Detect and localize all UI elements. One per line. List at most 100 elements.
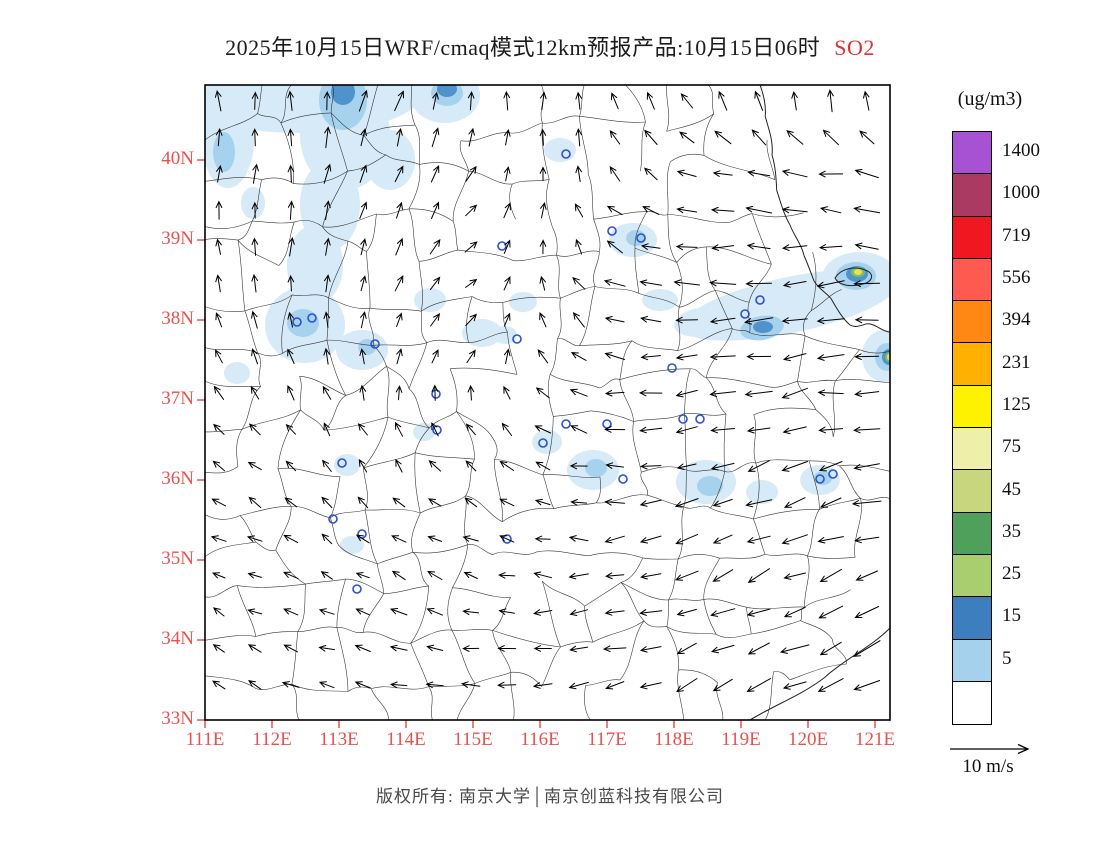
wind-arrow [854,353,880,360]
wind-arrow [854,606,880,618]
so2-patch [224,362,250,384]
wind-arrow [818,605,844,619]
wind-arrow [535,461,551,471]
wind-arrow [709,279,737,287]
wind-reference-arrow [950,743,1030,755]
wind-arrow [462,608,480,616]
colorbar-cell [953,216,991,259]
colorbar-cell [953,258,991,302]
wind-arrow [640,353,661,361]
lon-label: 113E [319,729,359,750]
wind-arrow [429,276,441,291]
wind-arrow [569,388,588,397]
colorbar-label: 556 [1002,267,1031,289]
wind-arrow [854,536,880,544]
wind-arrow [287,384,295,401]
wind-arrow [464,497,478,508]
wind-arrow [786,130,804,145]
wind-arrow [533,645,552,652]
wind-arrow [396,312,403,327]
wind-arrow [389,644,408,652]
wind-arrow [570,425,588,434]
wind-arrow [465,313,477,326]
wind-arrow [817,678,844,692]
wind-arrow [430,313,441,327]
wind-arrow [287,164,295,183]
wind-arrow [281,681,300,688]
map-frame [204,84,891,721]
colorbar-label: 1400 [1002,140,1040,162]
wind-arrow [537,349,549,364]
wind-arrow [320,571,333,580]
wind-arrow [283,608,299,616]
wind-arrow [533,571,553,579]
wind-arrow [570,499,588,506]
wind-arrow [354,681,371,689]
wind-arrow [674,570,699,581]
wind-arrow [465,204,478,217]
city-marker [678,414,688,424]
wind-arrow [251,310,258,329]
title-species: SO2 [834,35,875,60]
wind-arrow [212,607,225,617]
wind-arrow [569,462,588,470]
wind-arrow [679,131,695,144]
city-marker [431,389,441,399]
wind-arrow [676,463,697,470]
wind-arrow [604,535,625,544]
so2-patch [340,536,364,554]
colorbar-cell [953,132,991,175]
so2-patch [331,85,355,105]
so2-patch [287,309,319,337]
colorbar-cell [953,385,991,429]
wind-arrow [323,90,331,111]
wind-arrow [675,316,699,324]
wind-arrow [710,644,735,654]
wind-arrow [754,90,764,111]
wind-arrow [321,533,333,545]
so2-patch [753,321,773,333]
colorbar [952,131,992,726]
wind-arrow [321,496,333,509]
wind-arrow [251,237,259,256]
wind-arrow [287,311,294,328]
wind-arrow [781,206,808,214]
wind-arrow [819,206,842,214]
wind-arrow [465,423,476,436]
wind-arrow [746,678,771,692]
wind-arrow [572,311,585,328]
wind-arrow [282,571,299,580]
wind-arrow [639,646,662,653]
city-marker [337,458,347,468]
wind-arrow [467,91,475,111]
wind-arrow [396,348,403,365]
wind-arrow [751,129,767,146]
coastline [749,85,890,720]
wind-arrow [252,163,259,184]
wind-arrow [676,678,698,693]
colorbar-cell [953,301,991,344]
island-outline [834,267,872,287]
wind-arrow [359,201,368,219]
city-marker [307,313,317,323]
wind-arrow [247,572,262,579]
wind-arrow [503,202,511,219]
wind-arrow [746,426,771,434]
wind-arrow [498,572,516,579]
map-content [205,85,890,720]
wind-arrow [396,201,403,219]
wind-arrow [791,90,798,111]
wind-arrow [745,280,772,287]
wind-arrow [675,426,698,434]
so2-shading [205,85,890,554]
wind-arrow [533,609,553,616]
wind-arrow [781,387,808,399]
wind-arrow [816,317,845,324]
wind-arrow [251,201,259,219]
wind-arrow [462,645,480,652]
wind-arrow [287,128,295,147]
wind-arrow [391,570,406,581]
colorbar-cell [953,343,991,386]
so2-patch [674,307,726,337]
wind-arrow [783,497,806,508]
